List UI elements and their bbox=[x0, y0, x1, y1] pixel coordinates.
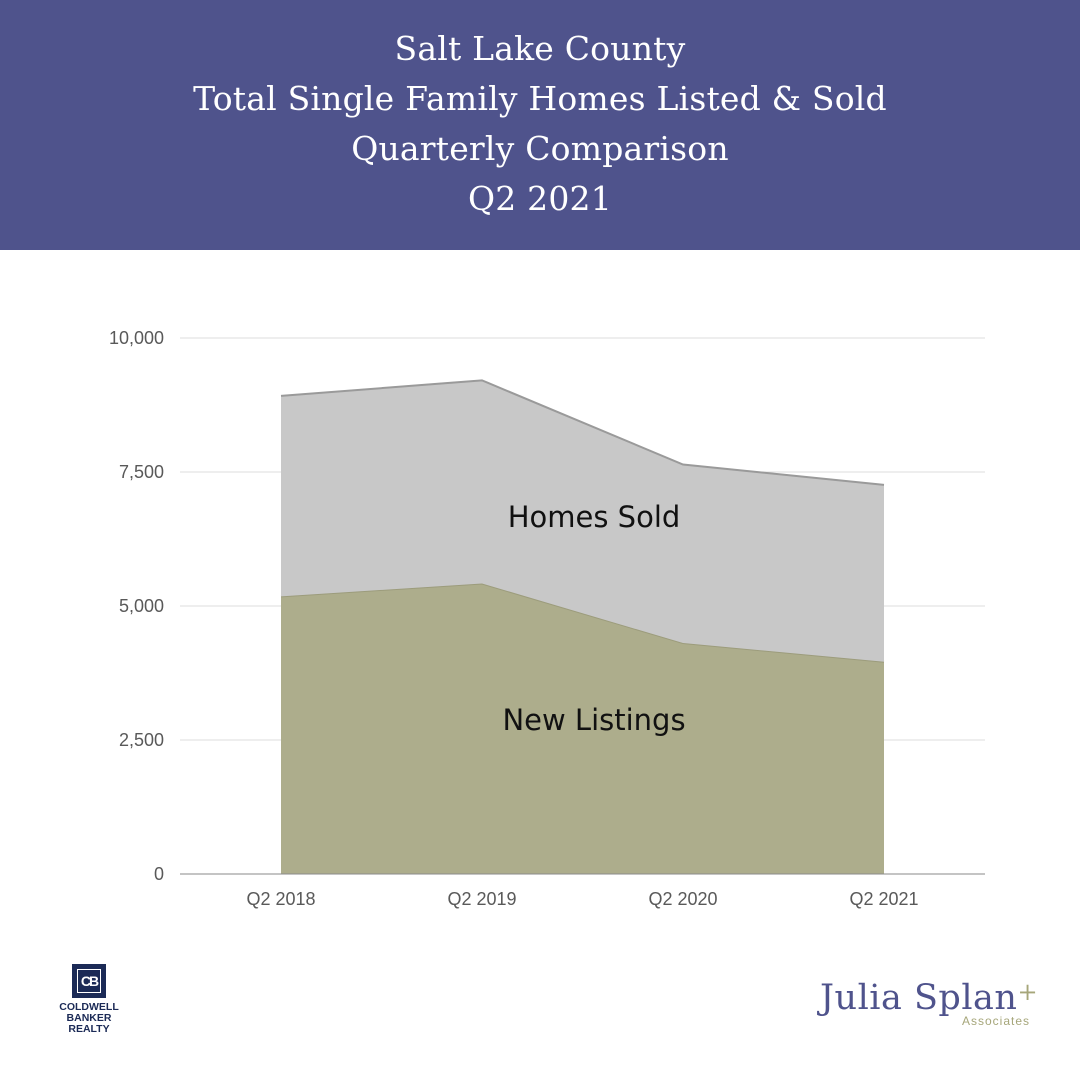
cb-text-line-3: REALTY bbox=[68, 1023, 110, 1035]
y-tick-label: 0 bbox=[154, 864, 164, 884]
y-tick-label: 2,500 bbox=[119, 730, 164, 750]
cb-text-line-2: BANKER bbox=[66, 1012, 112, 1024]
x-tick-label: Q2 2019 bbox=[447, 889, 516, 909]
cb-text-line-1: COLDWELL bbox=[59, 1001, 119, 1013]
stacked-area-chart: 0 2,500 5,000 7,500 10,000 New Listings Homes … bbox=[109, 328, 985, 909]
label-homes-sold: Homes Sold bbox=[508, 500, 681, 534]
title-line-1: Salt Lake County bbox=[394, 29, 686, 68]
coldwell-banker-logo: CB COLDWELL BANKER REALTY bbox=[44, 964, 134, 1035]
y-tick-label: 7,500 bbox=[119, 462, 164, 482]
x-tick-label: Q2 2020 bbox=[648, 889, 717, 909]
y-tick-label: 5,000 bbox=[119, 596, 164, 616]
title-line-3: Quarterly Comparison bbox=[351, 129, 729, 168]
plus-icon: + bbox=[1017, 978, 1038, 1006]
area-new-listings bbox=[281, 583, 884, 874]
label-new-listings: New Listings bbox=[502, 703, 685, 737]
y-tick-label: 10,000 bbox=[109, 328, 164, 348]
header-banner: Salt Lake County Total Single Family Hom… bbox=[0, 0, 1080, 250]
title-line-4: Q2 2021 bbox=[468, 179, 612, 218]
title-block: Salt Lake County Total Single Family Hom… bbox=[0, 0, 1080, 224]
x-tick-label: Q2 2018 bbox=[246, 889, 315, 909]
associates-text: Associates bbox=[962, 1014, 1031, 1028]
julia-splan-name: Julia Splan bbox=[820, 978, 1018, 1018]
area-homes-sold bbox=[281, 380, 884, 662]
title-line-2: Total Single Family Homes Listed & Sold bbox=[193, 79, 887, 118]
julia-splan-logo: Julia Splan+ Associates bbox=[820, 978, 1050, 1028]
x-tick-label: Q2 2021 bbox=[849, 889, 918, 909]
area-homes-sold-edge bbox=[280, 379, 885, 486]
cb-mark-icon: CB bbox=[72, 964, 106, 998]
